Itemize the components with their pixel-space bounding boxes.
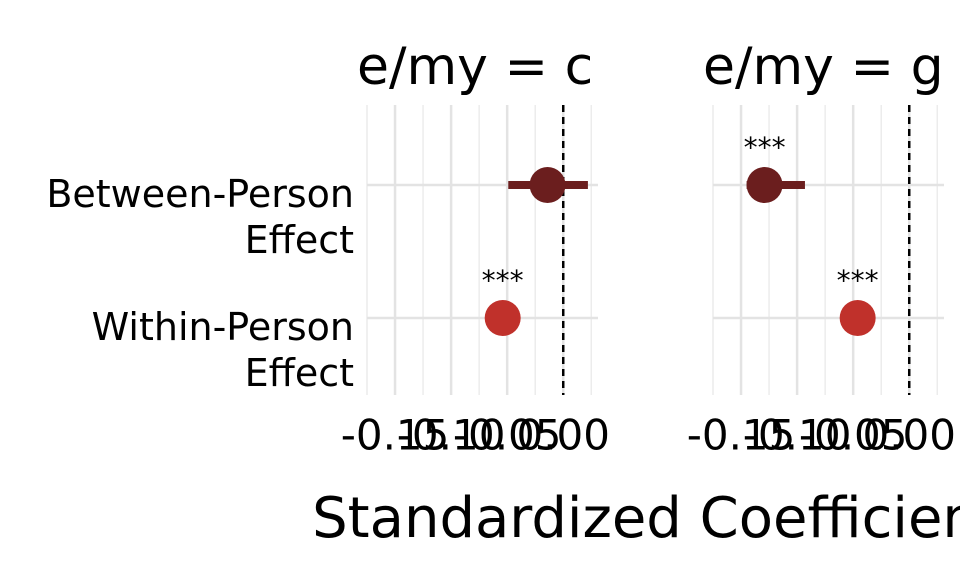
facet-title: e/my = c [357,37,593,97]
point [839,300,876,336]
x-tick-label: 0.00 [516,411,610,460]
x-tick-label: -0.05 [453,411,562,460]
x-axis-title: Standardized Coefficient [312,486,960,551]
significance-label: *** [482,264,524,297]
y-tick-label: Between-Person Effect [46,172,354,262]
significance-label: *** [744,131,786,164]
x-tick-label: -0.15 [687,411,796,460]
point [484,300,521,336]
facet-title: e/my = g [703,37,944,97]
x-tick-label: -0.10 [743,411,852,460]
x-tick-label: -0.15 [341,411,450,460]
point [529,167,566,203]
x-tick-label: -0.05 [799,411,908,460]
point [746,167,783,203]
x-tick-label: -0.10 [397,411,506,460]
significance-label: *** [837,264,879,297]
x-tick-label: 0.00 [862,411,956,460]
y-tick-label: Within-Person Effect [91,305,354,395]
